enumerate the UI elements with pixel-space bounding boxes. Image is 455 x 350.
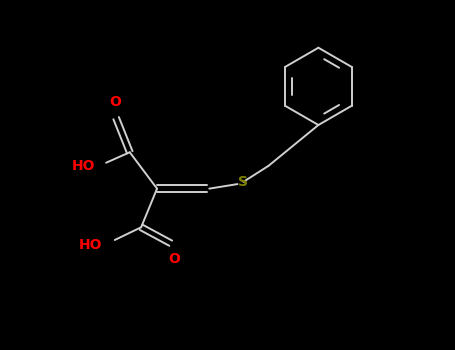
Text: O: O bbox=[109, 95, 121, 109]
Text: HO: HO bbox=[72, 159, 96, 173]
Text: S: S bbox=[238, 175, 248, 189]
Text: O: O bbox=[168, 252, 180, 266]
Text: HO: HO bbox=[79, 238, 102, 252]
